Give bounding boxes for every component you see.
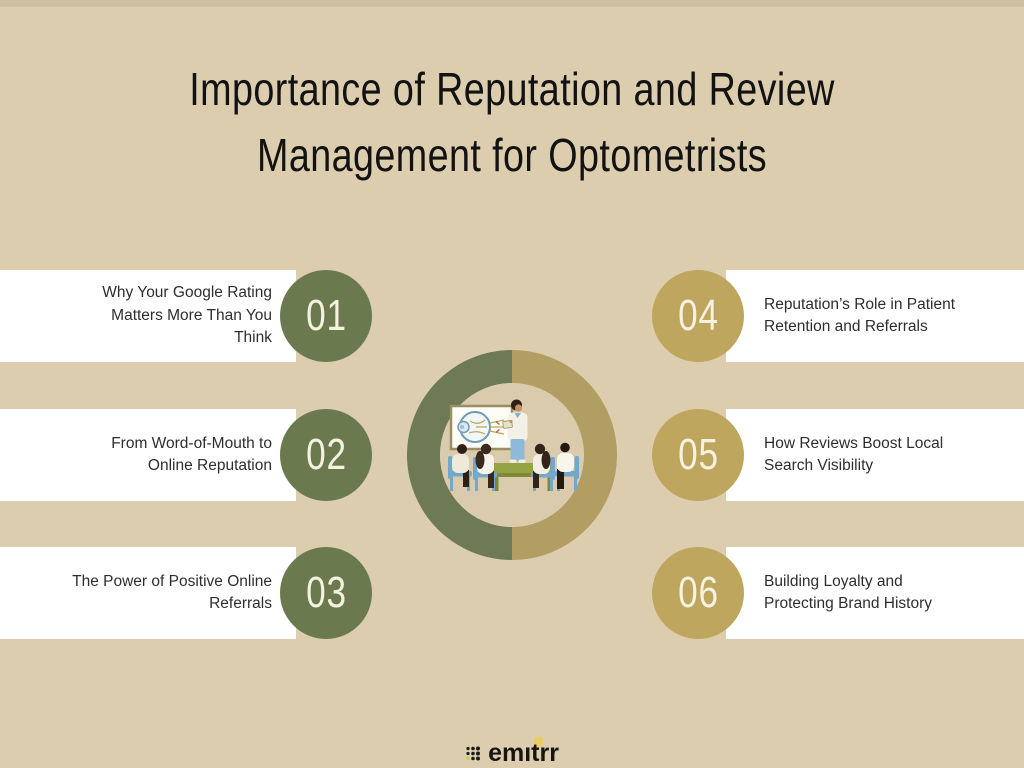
title-line-2: Management for Optometrists — [256, 129, 768, 181]
page-title: Importance of Reputation and Review Manag… — [92, 56, 932, 188]
item-band-05: How Reviews Boost Local Search Visibilit… — [726, 409, 1024, 501]
number-badge-06: 06 — [652, 547, 744, 639]
item-band-06: Building Loyalty and Protecting Brand Hi… — [726, 547, 1024, 639]
number-label-03: 03 — [305, 568, 347, 617]
number-label-06: 06 — [677, 568, 719, 617]
number-badge-03: 03 — [280, 547, 372, 639]
number-badge-05: 05 — [652, 409, 744, 501]
item-text-04: Reputation’s Role in Patient Retention a… — [764, 295, 956, 336]
number-badge-04: 04 — [652, 270, 744, 362]
footer-brand: emıtrr — [0, 736, 1024, 768]
item-text-03: The Power of Positive Online Referrals — [72, 572, 272, 613]
number-label-01: 01 — [305, 291, 347, 340]
item-band-03: The Power of Positive Online Referrals — [0, 547, 296, 639]
item-text-06: Building Loyalty and Protecting Brand Hi… — [764, 572, 932, 613]
number-label-02: 02 — [305, 430, 347, 479]
title-line-1: Importance of Reputation and Review — [189, 63, 835, 115]
logo-text-wrap: emıtrr — [488, 736, 559, 768]
number-badge-01: 01 — [280, 270, 372, 362]
item-band-04: Reputation’s Role in Patient Retention a… — [726, 270, 1024, 362]
emitrr-dots-icon — [466, 746, 481, 760]
top-border-strip — [0, 0, 1024, 7]
center-ring-illustration — [407, 350, 617, 560]
item-text-02: From Word-of-Mouth to Online Reputation — [111, 434, 272, 475]
number-label-05: 05 — [677, 430, 719, 479]
item-band-02: From Word-of-Mouth to Online Reputation — [0, 409, 296, 501]
number-badge-02: 02 — [280, 409, 372, 501]
number-label-04: 04 — [677, 291, 719, 340]
item-text-05: How Reviews Boost Local Search Visibilit… — [764, 434, 944, 475]
item-text-01: Why Your Google Rating Matters More Than… — [102, 284, 272, 347]
brand-logo-text: emıtrr — [488, 738, 559, 767]
item-band-01: Why Your Google Rating Matters More Than… — [0, 270, 296, 362]
optometrist-presentation-icon — [407, 350, 617, 560]
logo-accent-dot — [534, 736, 544, 746]
